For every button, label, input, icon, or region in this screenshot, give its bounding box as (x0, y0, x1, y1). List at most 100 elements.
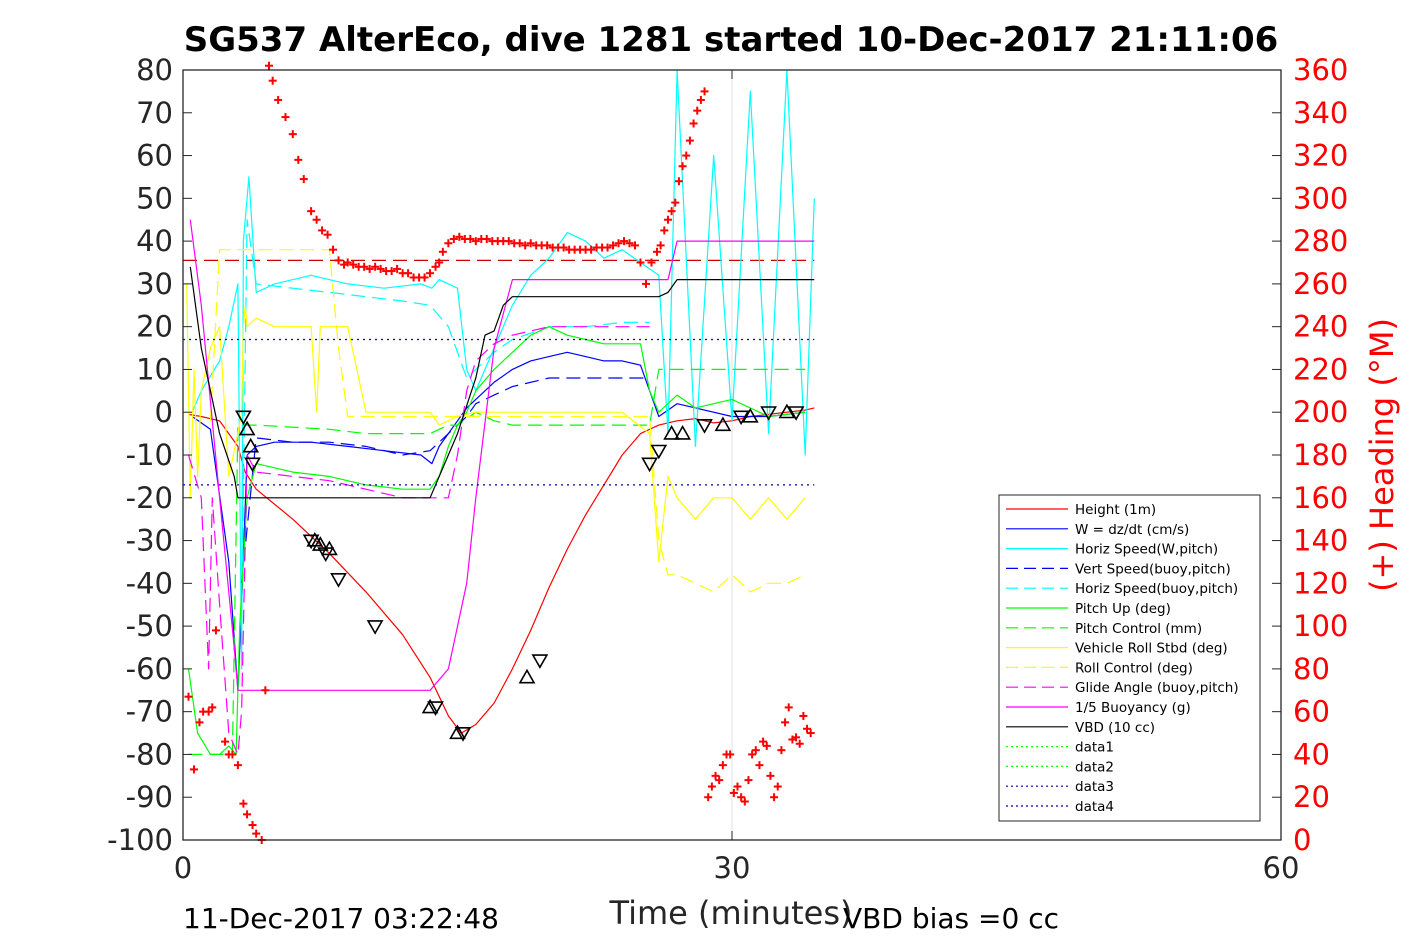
heading-point (343, 258, 352, 267)
heading-point (792, 733, 801, 742)
y-tick-label: -30 (126, 524, 173, 558)
marker-down (244, 457, 261, 473)
heading-point (334, 256, 343, 265)
heading-point (799, 711, 808, 720)
legend-label: Horiz Speed(buoy,pitch) (1075, 581, 1238, 597)
heading-point (274, 95, 283, 104)
heading-point (744, 776, 753, 785)
right-y-tick-label: 160 (1293, 481, 1348, 515)
series-line-7 (188, 368, 806, 756)
right-y-tick-label: 280 (1293, 224, 1348, 258)
legend-label: Vehicle Roll Stbd (deg) (1075, 641, 1228, 657)
legend-label: data2 (1075, 759, 1114, 775)
y-tick-label: -80 (126, 737, 173, 771)
marker-down (317, 547, 335, 563)
right-y-tick-label: 60 (1293, 695, 1330, 729)
y-tick-label: 70 (136, 96, 173, 130)
heading-point (526, 239, 535, 248)
heading-point (376, 264, 385, 273)
heading-point (515, 239, 524, 248)
heading-point (671, 198, 680, 207)
right-y-tick-label: 240 (1293, 310, 1348, 344)
heading-point (762, 741, 771, 750)
heading-point (265, 61, 274, 70)
marker-down (641, 457, 658, 473)
heading-point (759, 737, 768, 746)
series-line-11 (189, 219, 815, 691)
marker-down (454, 726, 472, 742)
heading-point (365, 264, 374, 273)
marker-up (741, 407, 759, 423)
heading-point (248, 821, 257, 830)
heading-point (281, 113, 290, 122)
heading-point (559, 243, 568, 252)
heading-point (603, 243, 612, 252)
heading-point (777, 746, 786, 755)
marker-up (778, 403, 796, 419)
heading-point (685, 136, 694, 145)
heading-point (435, 258, 444, 267)
heading-point (312, 215, 321, 224)
heading-point (740, 797, 749, 806)
heading-point (329, 245, 338, 254)
right-y-tick-label: 20 (1293, 780, 1330, 814)
heading-point (726, 750, 735, 759)
marker-down (760, 406, 777, 421)
y-tick-label: -70 (126, 695, 173, 729)
heading-point (748, 750, 757, 759)
legend-label: data3 (1075, 779, 1114, 795)
heading-point (696, 95, 705, 104)
heading-point (393, 264, 402, 273)
heading-point (208, 703, 217, 712)
right-y-tick-label: 140 (1293, 524, 1348, 558)
x-tick-label: 30 (714, 851, 751, 885)
footer-vbd-bias: VBD bias =0 cc (843, 902, 1059, 935)
heading-point (189, 765, 198, 774)
legend-label: W = dz/dt (cm/s) (1075, 522, 1189, 538)
heading-point (704, 793, 713, 802)
heading-point (184, 692, 193, 701)
series-lines (183, 69, 815, 756)
marker-down (302, 534, 320, 550)
heading-point (288, 130, 297, 139)
heading-point (700, 87, 709, 96)
heading-point (755, 761, 764, 770)
heading-point (239, 799, 248, 808)
y-tick-label: 40 (136, 224, 173, 258)
heading-point (504, 237, 513, 246)
heading-point (360, 262, 369, 271)
right-y-tick-label: 260 (1293, 267, 1348, 301)
heading-point (349, 260, 358, 269)
series-line-12 (189, 266, 815, 499)
heading-point (795, 739, 804, 748)
right-y-axis-label: (+) Heading (°M) (1363, 318, 1401, 592)
y-tick-label: -50 (126, 609, 173, 643)
left-y-tick-labels: 80 70 60 50 40 30 20 10 0 -10 -20 -30 -40 -50 -60 -70 -8… (107, 53, 173, 857)
heading-point (195, 718, 204, 727)
marker-down (330, 572, 347, 588)
marker-up (238, 420, 256, 436)
heading-point (806, 729, 815, 738)
heading-point (733, 782, 742, 791)
heading-point (636, 258, 645, 267)
heading-point (781, 718, 790, 727)
y-tick-label: -20 (126, 481, 173, 515)
legend-label: data1 (1075, 740, 1114, 756)
heading-point (656, 241, 665, 250)
heading-point (667, 207, 676, 216)
heading-point (751, 746, 760, 755)
legend-label: data4 (1075, 799, 1114, 815)
heading-point (444, 239, 453, 248)
heading-point (663, 215, 672, 224)
heading-point (543, 241, 552, 250)
right-y-tick-label: 40 (1293, 737, 1330, 771)
legend-label: Horiz Speed(W,pitch) (1075, 542, 1218, 558)
right-y-tick-label: 180 (1293, 438, 1348, 472)
heading-point (521, 241, 530, 250)
heading-point (211, 626, 220, 635)
heading-point (371, 262, 380, 271)
series-line-6 (187, 326, 806, 756)
marker-up (518, 668, 536, 684)
y-tick-label: 20 (136, 310, 173, 344)
